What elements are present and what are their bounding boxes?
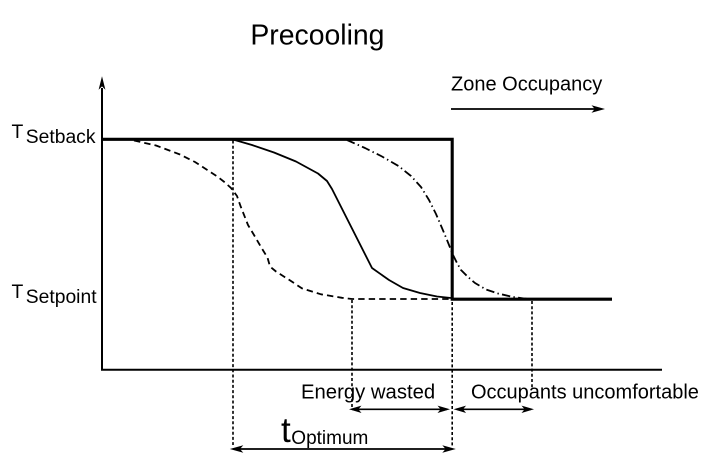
svg-text:Zone Occupancy: Zone Occupancy xyxy=(451,73,602,95)
svg-text:T: T xyxy=(12,122,24,143)
svg-text:Energy wasted: Energy wasted xyxy=(301,381,435,403)
svg-text:Optimum: Optimum xyxy=(291,428,368,449)
svg-text:Setback: Setback xyxy=(26,127,96,148)
svg-text:Occupants uncomfortable: Occupants uncomfortable xyxy=(471,381,699,403)
svg-text:t: t xyxy=(281,411,291,450)
svg-text:Setpoint: Setpoint xyxy=(26,287,97,308)
svg-text:T: T xyxy=(12,282,24,303)
svg-text:Precooling: Precooling xyxy=(250,20,384,52)
